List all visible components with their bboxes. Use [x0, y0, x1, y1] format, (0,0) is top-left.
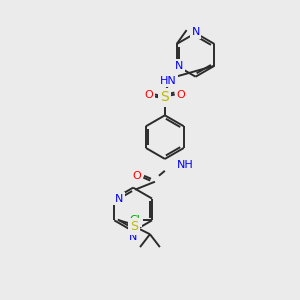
Text: O: O	[133, 171, 142, 181]
Text: N: N	[129, 232, 137, 242]
Text: S: S	[130, 220, 138, 233]
Text: O: O	[176, 89, 185, 100]
Text: S: S	[160, 91, 169, 104]
Text: Cl: Cl	[130, 215, 141, 225]
Text: HN: HN	[160, 76, 176, 85]
Text: N: N	[175, 61, 183, 71]
Text: NH: NH	[177, 160, 194, 170]
Text: N: N	[191, 27, 200, 37]
Text: N: N	[115, 194, 123, 203]
Text: O: O	[145, 89, 153, 100]
